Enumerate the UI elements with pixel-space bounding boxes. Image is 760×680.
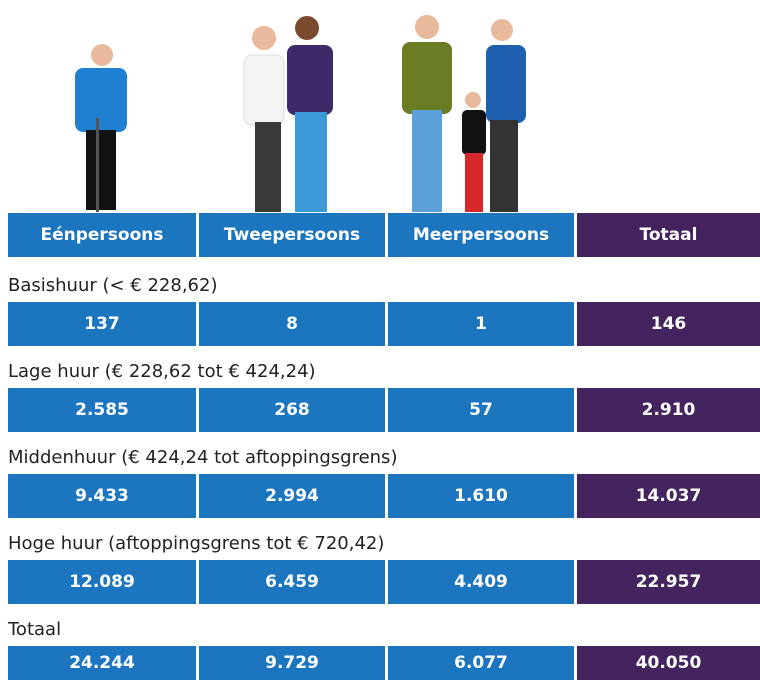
table-cell: 6.077: [388, 646, 574, 680]
person-elderly: [75, 44, 127, 212]
table-cell: 1: [388, 302, 574, 346]
table-cell: 8: [199, 302, 385, 346]
row-label: Lage huur (€ 228,62 tot € 424,24): [8, 361, 316, 382]
row-label: Basishuur (< € 228,62): [8, 275, 218, 296]
table-cell: 2.994: [199, 474, 385, 518]
table-cell: 57: [388, 388, 574, 432]
column-header: Tweepersoons: [199, 213, 385, 257]
table-cell: 14.037: [577, 474, 760, 518]
table-cell: 137: [8, 302, 196, 346]
table-cell: 12.089: [8, 560, 196, 604]
table-cell: 9.729: [199, 646, 385, 680]
row-label: Hoge huur (aftoppingsgrens tot € 720,42): [8, 533, 385, 554]
row-label: Middenhuur (€ 424,24 tot aftoppingsgrens…: [8, 447, 398, 468]
table-cell: 4.409: [388, 560, 574, 604]
table-cell: 24.244: [8, 646, 196, 680]
table-cell: 40.050: [577, 646, 760, 680]
table-cell: 2.585: [8, 388, 196, 432]
table-cell: 6.459: [199, 560, 385, 604]
row-label: Totaal: [8, 619, 62, 640]
table-cell: 268: [199, 388, 385, 432]
table-cell: 1.610: [388, 474, 574, 518]
table-cell: 2.910: [577, 388, 760, 432]
table-cell: 146: [577, 302, 760, 346]
column-header: Meerpersoons: [388, 213, 574, 257]
table-cell: 22.957: [577, 560, 760, 604]
table-cell: 9.433: [8, 474, 196, 518]
column-header: Eénpersoons: [8, 213, 196, 257]
person-family: [402, 15, 526, 212]
person-couple: [243, 16, 333, 212]
column-header: Totaal: [577, 213, 760, 257]
illustration: [75, 15, 526, 212]
